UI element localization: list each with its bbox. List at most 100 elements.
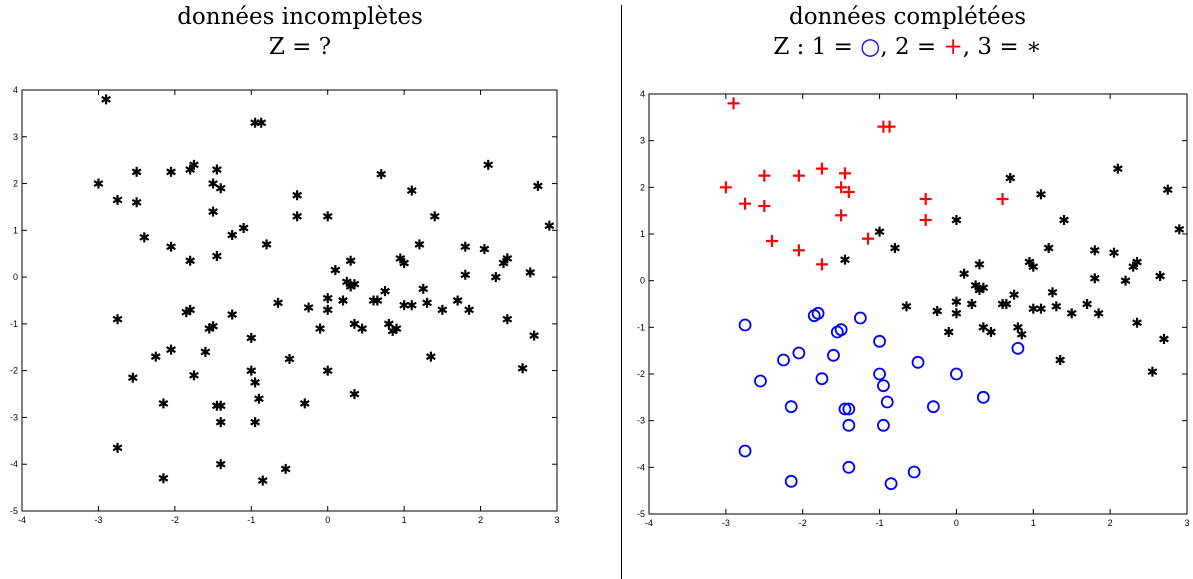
asterisk-stroke xyxy=(227,311,238,318)
x-tick-label: -3 xyxy=(94,515,102,525)
asterisk-stroke xyxy=(1082,300,1092,308)
asterisk-point xyxy=(139,232,150,243)
plus-point xyxy=(919,193,932,205)
y-tick-label: -5 xyxy=(637,509,645,519)
asterisk-stroke xyxy=(1036,305,1046,313)
circle-point xyxy=(842,460,856,474)
x-tick-label: -4 xyxy=(18,515,26,525)
circle-point xyxy=(815,372,829,386)
asterisk-point xyxy=(1043,243,1054,253)
circle-point xyxy=(907,465,921,479)
asterisk-point xyxy=(1009,289,1019,300)
asterisk-stroke xyxy=(1066,309,1077,317)
y-tick-label: 4 xyxy=(640,89,645,99)
asterisk-point xyxy=(158,398,169,409)
asterisk-point xyxy=(322,304,333,315)
asterisk-stroke xyxy=(422,299,432,307)
asterisk-point xyxy=(1013,322,1023,333)
asterisk-stroke xyxy=(150,353,161,361)
asterisk-stroke xyxy=(280,465,291,473)
asterisk-point xyxy=(532,180,543,191)
asterisk-point xyxy=(1174,224,1185,235)
plus-point xyxy=(815,258,828,271)
asterisk-stroke xyxy=(1109,249,1119,257)
asterisk-point xyxy=(256,117,267,128)
asterisk-point xyxy=(227,230,238,241)
asterisk-point xyxy=(425,351,436,362)
asterisk-point xyxy=(257,475,268,486)
asterisk-stroke xyxy=(1159,335,1169,343)
asterisk-stroke xyxy=(227,231,238,239)
asterisk-point xyxy=(112,314,123,325)
asterisk-point xyxy=(127,372,138,383)
left-title-line1: données incomplètes xyxy=(177,4,423,30)
asterisk-stroke xyxy=(1051,302,1062,310)
asterisk-point xyxy=(112,194,123,205)
plus-point xyxy=(727,97,740,110)
asterisk-point xyxy=(211,251,222,262)
right-title-line2: Z : 1 = ○, 2 = +, 3 = ∗ xyxy=(622,34,1193,60)
asterisk-point xyxy=(974,259,985,270)
asterisk-point xyxy=(1047,287,1058,298)
asterisk-point xyxy=(460,269,471,280)
asterisk-stroke xyxy=(460,243,471,251)
asterisk-point xyxy=(93,178,104,189)
y-tick-label: -2 xyxy=(637,369,645,379)
asterisk-stroke xyxy=(525,268,536,276)
asterisk-stroke xyxy=(250,418,261,426)
asterisk-stroke xyxy=(284,355,295,363)
asterisk-point xyxy=(418,283,429,294)
asterisk-point xyxy=(189,159,199,170)
asterisk-point xyxy=(437,304,448,315)
asterisk-point xyxy=(284,353,295,364)
asterisk-stroke xyxy=(974,260,985,268)
plot-frame xyxy=(648,93,1188,515)
asterisk-stroke xyxy=(189,371,199,379)
asterisk-stroke xyxy=(1028,263,1039,271)
asterisk-stroke xyxy=(406,187,417,195)
asterisk-point xyxy=(185,255,196,266)
circle-point xyxy=(842,418,856,432)
asterisk-point xyxy=(315,323,325,334)
asterisk-stroke xyxy=(330,266,341,274)
right-title-line1: données complétées xyxy=(788,4,1027,30)
asterisk-stroke xyxy=(292,191,303,199)
asterisk-stroke xyxy=(437,306,448,314)
circle-point xyxy=(777,353,790,367)
asterisk-point xyxy=(1036,189,1046,200)
asterisk-stroke xyxy=(215,460,226,468)
asterisk-stroke xyxy=(1009,291,1019,299)
asterisk-point xyxy=(250,417,261,428)
asterisk-stroke xyxy=(890,244,900,252)
asterisk-point xyxy=(208,321,218,332)
asterisk-point xyxy=(874,226,885,237)
asterisk-stroke xyxy=(208,322,218,330)
asterisk-stroke xyxy=(1047,288,1058,296)
asterisk-point xyxy=(452,295,463,306)
asterisk-stroke xyxy=(399,259,410,267)
asterisk-stroke xyxy=(127,374,138,382)
asterisk-stroke xyxy=(299,399,310,407)
y-tick-label: -2 xyxy=(10,366,18,376)
circle-point xyxy=(842,402,856,416)
x-tick-label: 1 xyxy=(1031,518,1036,528)
asterisk-stroke xyxy=(315,325,325,333)
asterisk-stroke xyxy=(338,297,348,304)
legend-sep-2: , 2 = xyxy=(880,34,944,60)
asterisk-point xyxy=(464,304,475,315)
circle-point xyxy=(884,477,898,491)
asterisk-point xyxy=(166,166,176,177)
asterisk-stroke xyxy=(185,257,196,265)
asterisk-point xyxy=(1082,299,1092,309)
asterisk-stroke xyxy=(1016,330,1027,338)
plus-point xyxy=(739,197,752,210)
asterisk-stroke xyxy=(959,270,970,278)
legend-circle-symbol: ○ xyxy=(860,34,881,60)
asterisk-stroke xyxy=(1043,244,1054,252)
asterisk-stroke xyxy=(139,233,150,241)
asterisk-stroke xyxy=(1036,190,1046,198)
asterisk-stroke xyxy=(479,245,490,253)
asterisk-stroke xyxy=(1120,277,1131,285)
